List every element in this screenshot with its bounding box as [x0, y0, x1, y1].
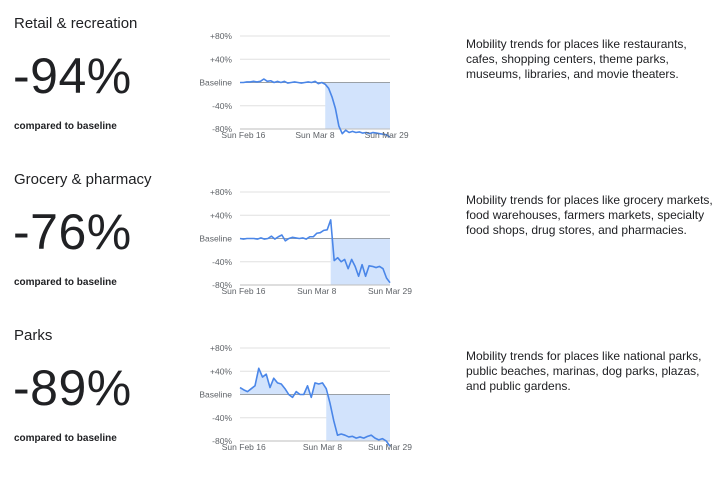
category-title: Grocery & pharmacy — [14, 171, 152, 188]
above-baseline-area — [240, 368, 327, 398]
trend-line — [239, 219, 391, 284]
trend-line — [239, 367, 391, 447]
compared-to-baseline-label: compared to baseline — [14, 121, 117, 132]
y-tick-label: -80% — [212, 124, 232, 134]
x-tick-label: Sun Feb 16 — [221, 130, 265, 140]
y-tick-label: -80% — [212, 436, 232, 446]
y-tick-label: -40% — [212, 101, 232, 111]
x-tick-label: Sun Feb 16 — [222, 442, 266, 452]
category-description: Mobility trends for places like national… — [466, 349, 702, 393]
y-tick-label: +40% — [210, 54, 232, 64]
category-title: Retail & recreation — [14, 15, 138, 32]
y-tick-label: +40% — [210, 366, 232, 376]
section-parks: Parks -89% compared to baseline +80% +40%… — [0, 327, 722, 477]
section-grocery-pharmacy: Grocery & pharmacy -76% compared to base… — [0, 171, 722, 321]
x-tick-label: Sun Mar 8 — [297, 286, 336, 296]
below-baseline-area — [326, 394, 390, 441]
mobility-trend-chart: +80% +40% Baseline -40% -80%Sun Feb 16 Sun Ma… — [199, 187, 412, 296]
percent-change-value: -76% — [13, 204, 132, 260]
trend-line — [240, 78, 391, 138]
y-tick-label: Baseline — [199, 78, 232, 88]
compared-to-baseline-label: compared to baseline — [14, 433, 117, 444]
y-tick-label: Baseline — [199, 390, 232, 400]
percent-change-value: -94% — [13, 48, 132, 104]
y-tick-label: +80% — [210, 343, 232, 353]
category-description: Mobility trends for places like grocery … — [466, 193, 713, 237]
y-tick-label: Baseline — [199, 234, 232, 244]
y-tick-label: -40% — [212, 257, 232, 267]
section-retail-recreation: Retail & recreation -94% compared to bas… — [0, 15, 722, 165]
x-tick-label: Sun Mar 29 — [368, 286, 412, 296]
y-tick-label: -80% — [212, 280, 232, 290]
x-tick-label: Sun Mar 29 — [365, 130, 409, 140]
below-baseline-area — [325, 82, 390, 129]
mobility-trend-chart: +80% +40% Baseline -40% -80%Sun Feb 16 Sun Ma… — [199, 31, 409, 140]
x-tick-label: Sun Feb 16 — [222, 286, 266, 296]
x-tick-label: Sun Mar 29 — [368, 442, 412, 452]
y-tick-label: -40% — [212, 413, 232, 423]
y-tick-label: +80% — [210, 187, 232, 197]
y-tick-label: +40% — [210, 210, 232, 220]
y-tick-label: +80% — [210, 31, 232, 41]
compared-to-baseline-label: compared to baseline — [14, 277, 117, 288]
x-tick-label: Sun Mar 8 — [295, 130, 334, 140]
category-title: Parks — [14, 327, 53, 344]
mobility-trend-chart: +80% +40% Baseline -40% -80%Sun Feb 16 Sun Ma… — [199, 343, 412, 452]
percent-change-value: -89% — [13, 360, 132, 416]
x-tick-label: Sun Mar 8 — [303, 442, 342, 452]
category-description: Mobility trends for places like restaura… — [466, 37, 687, 81]
below-baseline-area — [330, 238, 390, 285]
